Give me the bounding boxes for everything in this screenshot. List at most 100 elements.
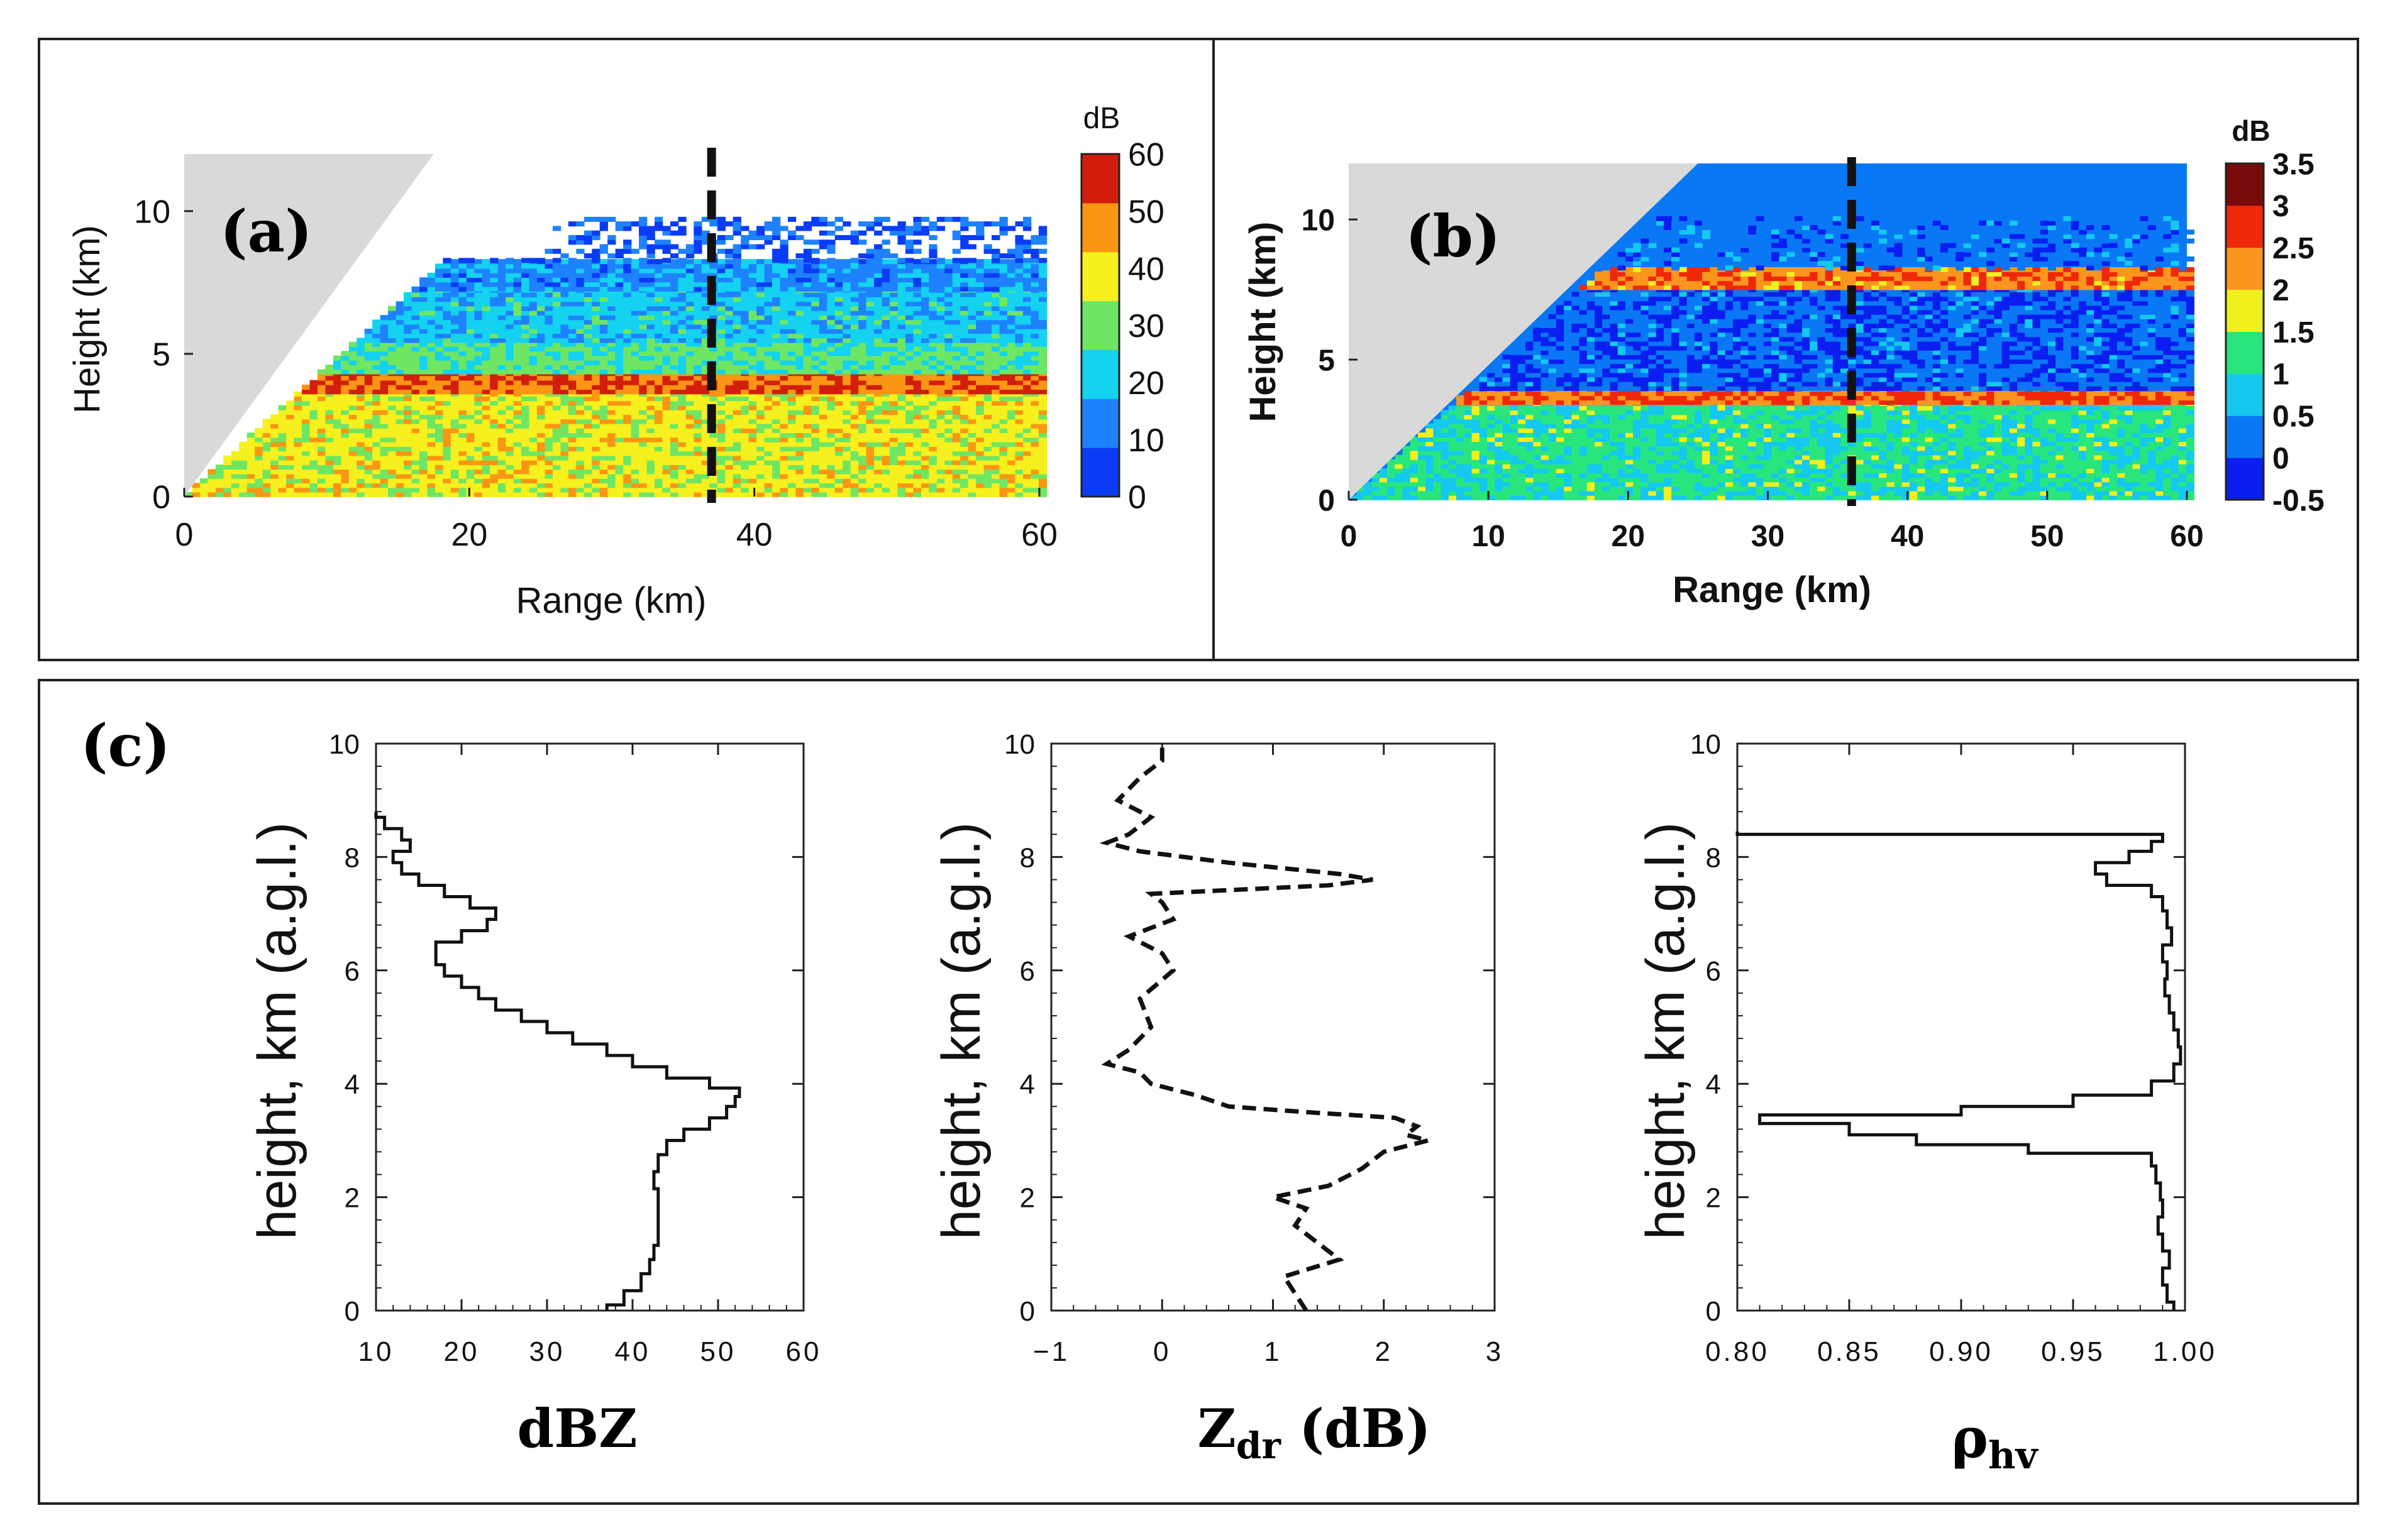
data-cell: [348, 492, 358, 497]
data-cell: [1022, 446, 1032, 452]
data-cell: [960, 380, 969, 385]
data-cell: [655, 268, 663, 273]
data-cell: [646, 473, 655, 479]
data-cell: [890, 414, 899, 420]
data-cell: [929, 355, 938, 361]
data-cell: [466, 451, 475, 456]
data-cell: [599, 286, 608, 292]
data-cell: [450, 451, 460, 456]
data-cell: [929, 319, 938, 325]
data-cell: [427, 369, 436, 375]
data-cell: [341, 405, 350, 410]
data-cell: [576, 432, 585, 438]
data-cell: [936, 414, 946, 420]
data-cell: [983, 315, 992, 321]
data-cell: [497, 301, 506, 307]
data-cell: [513, 446, 522, 452]
data-cell: [670, 351, 679, 356]
data-cell: [882, 328, 890, 334]
data-cell: [670, 437, 679, 443]
data-cell: [380, 360, 389, 365]
data-cell: [976, 292, 985, 297]
data-cell: [458, 338, 467, 343]
data-cell: [748, 292, 757, 297]
data-cell: [521, 384, 530, 390]
data-cell: [1031, 305, 1039, 311]
data-cell: [568, 473, 577, 479]
data-cell: [560, 451, 569, 456]
data-cell: [482, 465, 490, 470]
data-cell: [270, 469, 279, 475]
data-cell: [936, 405, 946, 410]
data-cell: [678, 310, 687, 316]
data-cell: [450, 333, 460, 339]
data-cell: [795, 423, 804, 429]
data-cell: [992, 315, 1000, 321]
data-cell: [827, 487, 836, 493]
data-cell: [631, 263, 639, 269]
data-cell: [599, 455, 608, 461]
data-cell: [811, 451, 820, 456]
data-cell: [490, 455, 499, 461]
data-cell: [929, 465, 938, 470]
data-cell: [529, 310, 538, 316]
data-cell: [576, 305, 585, 311]
data-cell: [834, 297, 843, 302]
data-cell: [537, 414, 546, 420]
data-cell: [999, 351, 1008, 356]
data-cell: [725, 292, 734, 297]
data-cell: [655, 346, 663, 352]
data-cell: [670, 360, 679, 365]
data-cell: [419, 405, 428, 410]
data-cell: [764, 360, 773, 365]
data-cell: [639, 346, 648, 352]
data-cell: [890, 310, 899, 316]
data-cell: [646, 469, 655, 475]
data-cell: [952, 483, 961, 488]
data-cell: [834, 315, 843, 321]
data-cell: [976, 400, 985, 406]
data-cell: [905, 369, 914, 375]
data-cell: [968, 282, 976, 287]
data-cell: [427, 338, 436, 343]
data-cell: [976, 405, 985, 410]
data-cell: [560, 338, 569, 343]
data-cell: [419, 319, 428, 325]
data-cell: [325, 469, 334, 475]
data-cell: [309, 400, 318, 406]
data-cell: [944, 319, 953, 325]
data-cell: [701, 465, 711, 470]
data-cell: [592, 487, 600, 493]
data-cell: [529, 478, 538, 483]
data-cell: [787, 384, 797, 390]
data-cell: [843, 301, 851, 307]
data-cell: [545, 315, 553, 321]
data-cell: [890, 324, 899, 329]
data-cell: [968, 268, 976, 273]
data-cell: [772, 465, 781, 470]
data-cell: [764, 419, 773, 424]
data-cell: [795, 310, 804, 316]
data-cell: [545, 428, 553, 434]
data-cell: [529, 346, 538, 352]
data-cell: [748, 297, 757, 302]
data-cell: [592, 346, 600, 352]
data-cell: [537, 315, 546, 321]
data-cell: [443, 310, 451, 316]
data-cell: [827, 380, 836, 385]
data-cell: [811, 310, 820, 316]
data-cell: [427, 365, 436, 370]
data-cell: [333, 369, 342, 375]
data-cell: [741, 268, 749, 273]
data-cell: [357, 483, 365, 488]
data-cell: [787, 360, 797, 365]
data-cell: [568, 446, 577, 452]
data-cell: [325, 432, 334, 438]
data-cell: [843, 310, 851, 316]
data-cell: [497, 423, 506, 429]
data-cell: [850, 451, 859, 456]
data-cell: [388, 469, 397, 475]
data-cell: [764, 455, 773, 461]
data-cell: [294, 437, 302, 443]
data-cell: [874, 414, 883, 420]
